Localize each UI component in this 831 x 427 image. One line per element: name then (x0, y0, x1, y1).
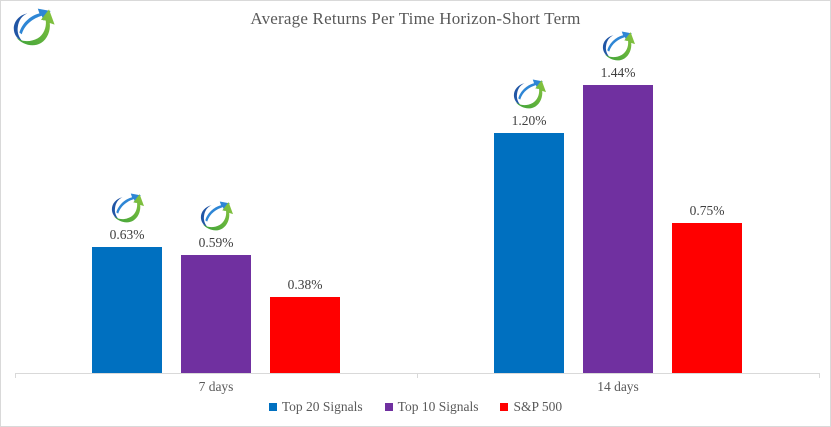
chart-title: Average Returns Per Time Horizon-Short T… (250, 9, 581, 28)
legend-label-top-20-signals: Top 20 Signals (281, 399, 363, 414)
bar-s-p-500-14-days (672, 223, 742, 373)
data-label-top-20-signals-7-days: 0.63% (109, 227, 145, 242)
legend-label-top-10-signals: Top 10 Signals (397, 399, 479, 414)
data-label-s-p-500-14-days: 0.75% (689, 203, 725, 218)
legend: Top 20 Signals Top 10 Signals S&P 500 (1, 399, 830, 415)
data-label-top-10-signals-7-days: 0.59% (198, 235, 234, 250)
bar-top-10-signals-7-days (181, 255, 251, 373)
category-label-14-days: 14 days (597, 379, 639, 394)
bar-top-20-signals-7-days (92, 247, 162, 373)
category-label-7-days: 7 days (198, 379, 234, 394)
legend-label-s-p-500: S&P 500 (513, 399, 563, 414)
data-label-top-10-signals-14-days: 1.44% (600, 65, 636, 80)
legend-swatch-top-20-signals (268, 403, 277, 411)
legend-swatch-top-10-signals (384, 403, 393, 411)
bar-top-10-signals-14-days (583, 85, 653, 373)
legend-item-s-p-500: S&P 500 (500, 399, 562, 415)
legend-swatch-s-p-500 (500, 403, 509, 411)
legend-item-top-10-signals: Top 10 Signals (384, 399, 479, 415)
swoosh-watermark-logo-icon (510, 77, 548, 111)
data-label-top-20-signals-14-days: 1.20% (511, 113, 547, 128)
bar-s-p-500-7-days (270, 297, 340, 373)
swoosh-watermark-logo-icon (599, 29, 637, 63)
data-label-s-p-500-7-days: 0.38% (287, 277, 323, 292)
brand-swoosh-logo-icon (9, 5, 57, 49)
x-axis-tick (15, 373, 16, 378)
x-axis-tick (417, 373, 418, 378)
x-axis-tick (819, 373, 820, 378)
swoosh-watermark-logo-icon (108, 191, 146, 225)
bar-top-20-signals-14-days (494, 133, 564, 373)
legend-item-top-20-signals: Top 20 Signals (268, 399, 363, 415)
swoosh-watermark-logo-icon (197, 199, 235, 233)
